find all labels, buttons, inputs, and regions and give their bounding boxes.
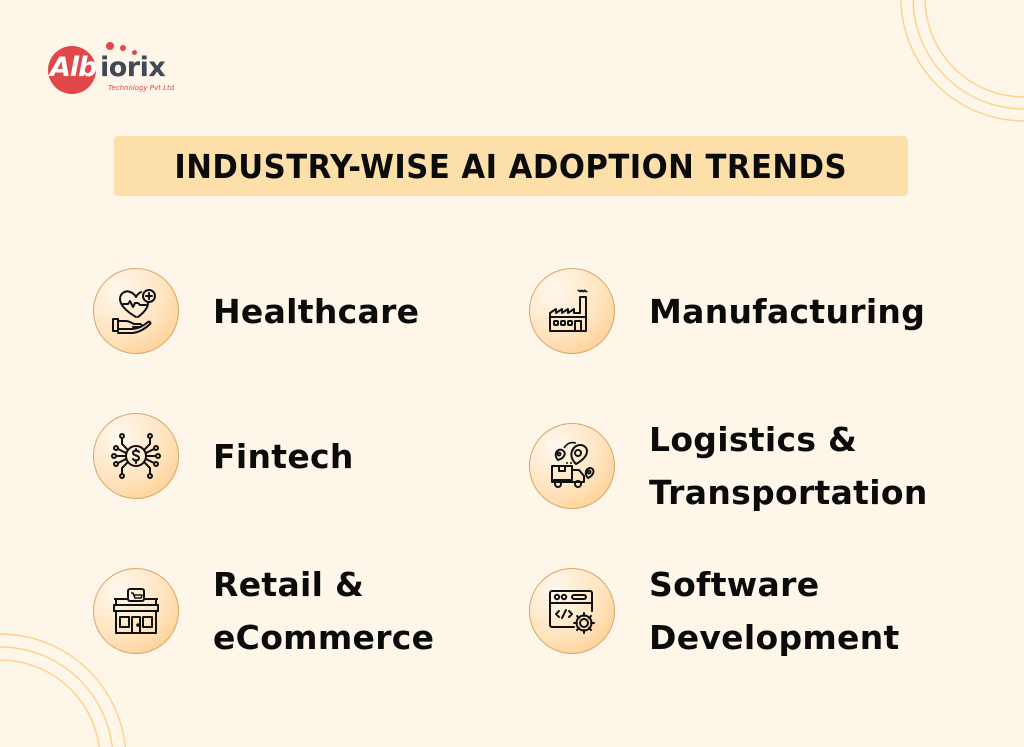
logo-text-rest: iorix [100,52,166,83]
industry-label: Retail & eCommerce [213,565,435,657]
logo-dot [120,45,126,51]
logo-tagline: Technology Pvt Ltd [108,84,175,92]
icon-badge [529,568,615,654]
industry-label: Fintech [213,436,354,476]
decorative-arcs-top-right [900,0,1024,122]
industry-item-healthcare: Healthcare [93,268,419,354]
page-title: INDUSTRY-WISE AI ADOPTION TRENDS [174,146,848,186]
delivery-truck-icon [551,441,595,488]
logo-circle [48,46,96,94]
dollar-network-icon [111,433,161,479]
heart-hand-icon [112,289,156,334]
icon-badge [93,413,179,499]
logo-dot [132,50,137,55]
icon-badge [93,568,179,654]
page-title-banner: INDUSTRY-WISE AI ADOPTION TRENDS [114,136,908,196]
industry-label: Healthcare [213,291,420,331]
industry-label: Software Development [649,565,900,657]
industry-label: Manufacturing [649,291,926,331]
logo-text-main: Alb [50,52,97,83]
industry-item-retail: Retail & eCommerce [93,558,434,664]
storefront-icon [113,588,159,634]
company-logo: Alb iorix Technology Pvt Ltd [48,40,188,100]
factory-icon [549,289,588,332]
industry-item-logistics: Logistics & Transportation [529,413,928,519]
industry-item-fintech: Fintech [93,413,354,499]
code-gear-icon [549,590,595,634]
industry-item-software: Software Development [529,558,900,664]
industry-label: Logistics & Transportation [649,420,928,512]
logo-dot [106,42,114,50]
icon-badge [529,423,615,509]
icon-badge [93,268,179,354]
industry-item-manufacturing: Manufacturing [529,268,925,354]
icon-badge [529,268,615,354]
